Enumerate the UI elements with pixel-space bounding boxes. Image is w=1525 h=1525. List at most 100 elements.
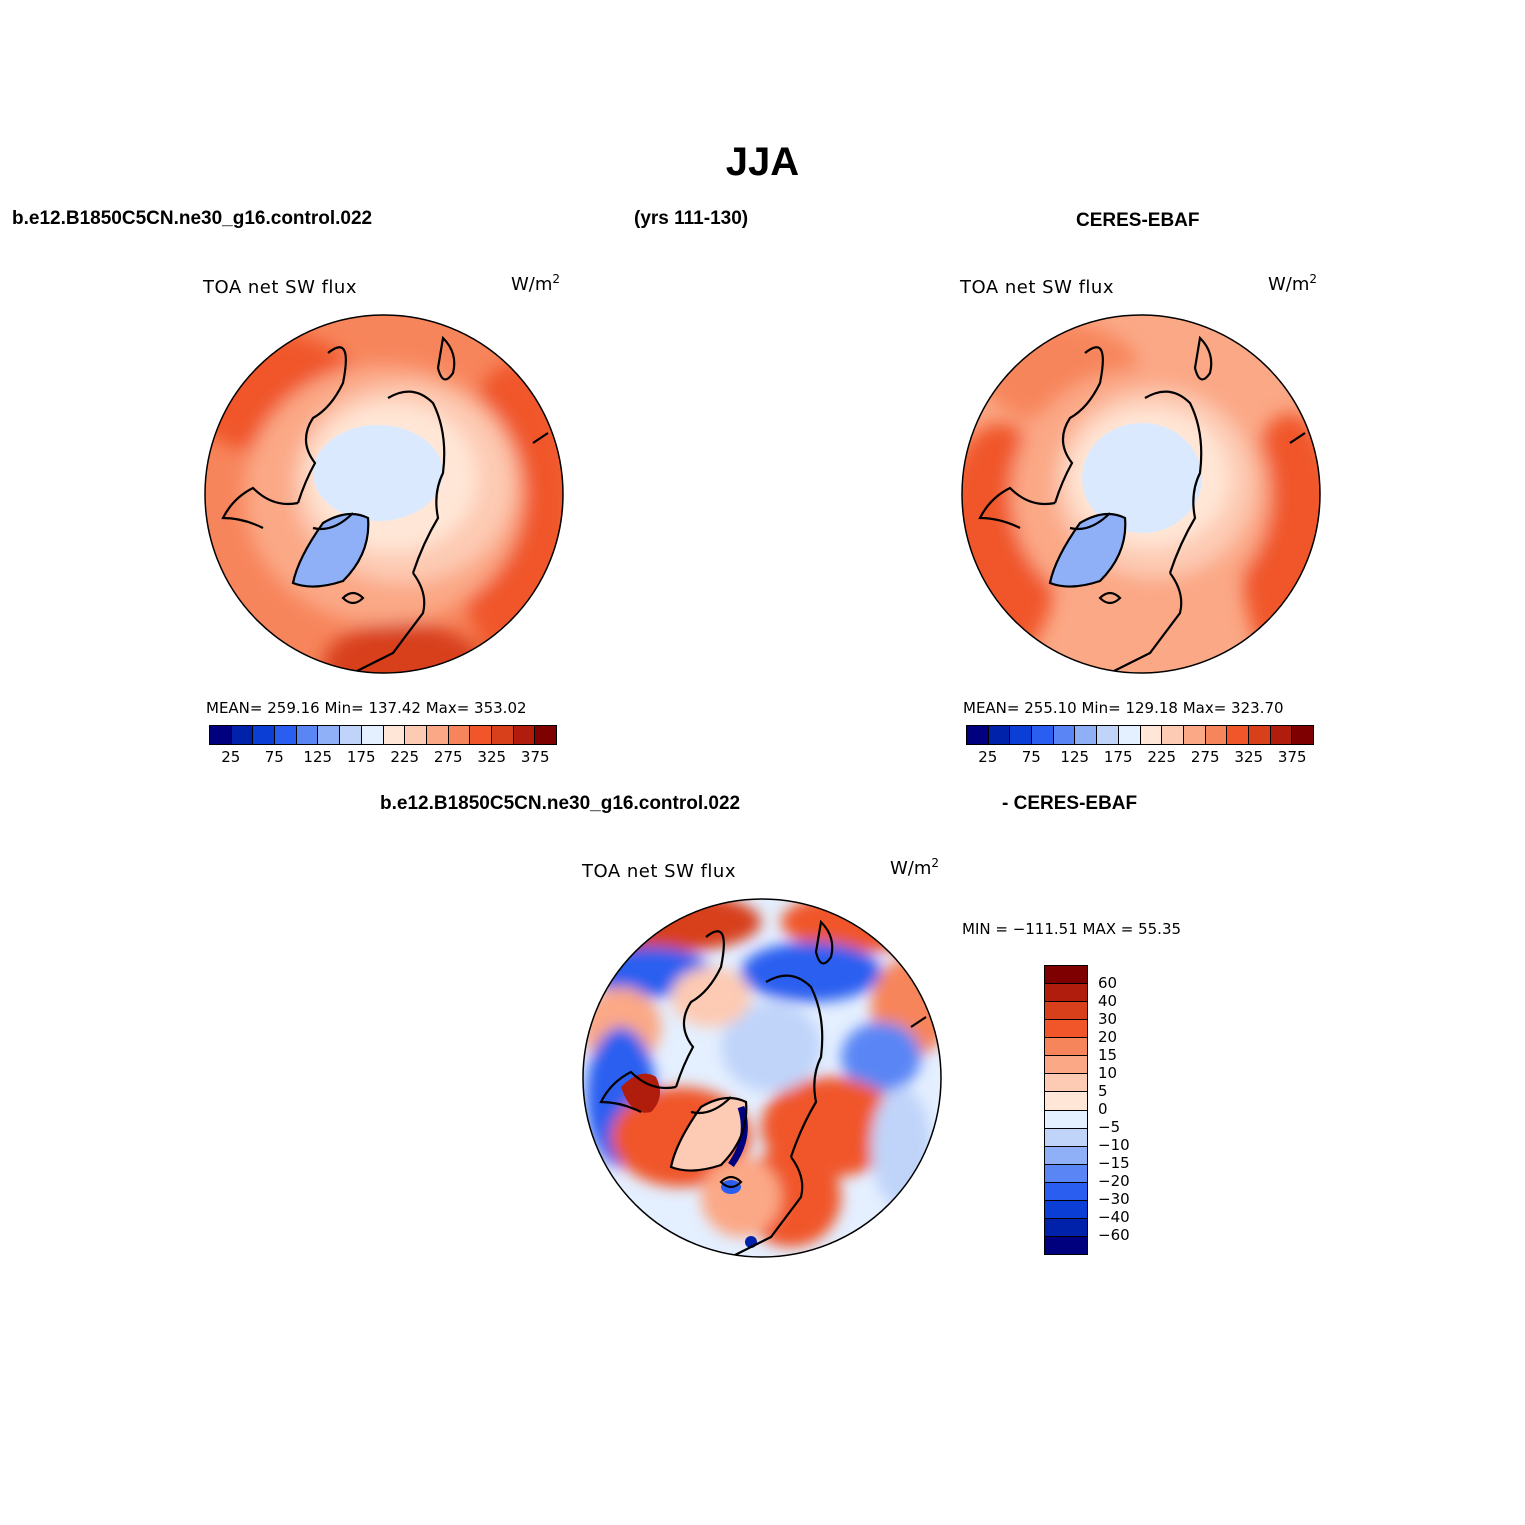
- diff-colorbar-swatch: [1045, 1128, 1087, 1147]
- model-colorbar-swatch: [535, 726, 556, 744]
- diff-colorbar-tick: −15: [1098, 1154, 1130, 1172]
- model-variable-label: TOA net SW flux: [203, 277, 357, 298]
- model-colorbar-swatch: [405, 726, 427, 744]
- diff-colorbar-tick: 30: [1098, 1010, 1118, 1028]
- diff-polar-map: [582, 898, 942, 1258]
- model-colorbar-swatch: [361, 726, 384, 744]
- model-colorbar-tick: 325: [477, 748, 507, 766]
- model-colorbar-tick: 275: [433, 748, 463, 766]
- diff-units-label: W/m2: [890, 856, 940, 879]
- model-colorbar-swatch: [210, 726, 232, 744]
- diff-colorbar-swatch: [1045, 1236, 1087, 1254]
- model-colorbar-tick: 225: [390, 748, 420, 766]
- diff-colorbar-swatch: [1045, 984, 1087, 1003]
- diff-colorbar-tick: −20: [1098, 1172, 1130, 1190]
- obs-colorbar-swatch: [1227, 726, 1249, 744]
- diff-stats: MIN = −111.51 MAX = 55.35: [962, 920, 1182, 938]
- diff-colorbar-swatch: [1045, 1092, 1087, 1111]
- obs-colorbar-swatch: [1053, 726, 1076, 744]
- model-units-label: W/m2: [511, 272, 561, 295]
- diff-colorbar-swatch: [1045, 1164, 1087, 1183]
- diff-colorbar-swatch: [1045, 1074, 1087, 1093]
- diff-colorbar-swatch: [1045, 1218, 1087, 1237]
- diff-colorbar-tick: 10: [1098, 1064, 1118, 1082]
- diff-colorbar-tick: 40: [1098, 992, 1118, 1010]
- diff-colorbar-swatch: [1045, 966, 1087, 985]
- obs-colorbar-swatch: [1183, 726, 1206, 744]
- model-colorbar-swatch: [470, 726, 492, 744]
- diff-colorbar-tick: 60: [1098, 974, 1118, 992]
- diff-colorbar-tick: −40: [1098, 1208, 1130, 1226]
- model-colorbar-tick: 75: [264, 748, 284, 766]
- obs-colorbar-swatch: [1032, 726, 1054, 744]
- obs-colorbar-swatch: [1140, 726, 1163, 744]
- model-colorbar-swatch: [448, 726, 471, 744]
- obs-colorbar-tick: 75: [1021, 748, 1041, 766]
- diff-colorbar-tick: 0: [1098, 1100, 1108, 1118]
- diff-colorbar-swatch: [1045, 1002, 1087, 1021]
- diff-colorbar-tick: −30: [1098, 1190, 1130, 1208]
- model-colorbar-tick: 175: [346, 748, 376, 766]
- diff-colorbar-swatch: [1045, 1182, 1087, 1201]
- diff-colorbar-tick: 20: [1098, 1028, 1118, 1046]
- model-colorbar-swatch: [340, 726, 362, 744]
- diff-variable-label: TOA net SW flux: [582, 861, 736, 882]
- diff-colorbar-swatch: [1045, 1200, 1087, 1219]
- model-colorbar-swatch: [231, 726, 254, 744]
- model-colorbar-swatch: [318, 726, 341, 744]
- obs-colorbar-tick: 175: [1103, 748, 1133, 766]
- diff-colorbar-swatch: [1045, 1056, 1087, 1075]
- obs-colorbar-swatch: [1097, 726, 1119, 744]
- diff-colorbar-ticks: 60 40 30 20 15 10 5 0 −5 −10 −15 −20 −30 −40 −60: [1098, 965, 1158, 1255]
- obs-colorbar-tick: 325: [1234, 748, 1264, 766]
- obs-colorbar-swatch: [988, 726, 1011, 744]
- diff-colorbar-tick: −10: [1098, 1136, 1130, 1154]
- model-stats: MEAN= 259.16 Min= 137.42 Max= 353.02: [206, 699, 527, 717]
- diff-colorbar: [1044, 965, 1088, 1255]
- obs-polar-map: [961, 314, 1321, 674]
- model-colorbar-swatch: [383, 726, 406, 744]
- model-colorbar-swatch: [426, 726, 449, 744]
- model-colorbar-tick: 375: [520, 748, 550, 766]
- diff-colorbar-tick: 5: [1098, 1082, 1108, 1100]
- obs-colorbar-tick: 225: [1147, 748, 1177, 766]
- obs-units-label: W/m2: [1268, 272, 1318, 295]
- case-name-header: b.e12.B1850C5CN.ne30_g16.control.022: [12, 208, 373, 229]
- obs-colorbar: [966, 725, 1314, 745]
- obs-colorbar-swatch: [1118, 726, 1141, 744]
- model-colorbar: [209, 725, 557, 745]
- model-colorbar-swatch: [296, 726, 319, 744]
- obs-name-header: CERES-EBAF: [1076, 210, 1200, 231]
- model-colorbar-tick: 125: [303, 748, 333, 766]
- diff-colorbar-swatch: [1045, 1110, 1087, 1129]
- obs-colorbar-tick: 375: [1277, 748, 1307, 766]
- obs-variable-label: TOA net SW flux: [960, 277, 1114, 298]
- diff-colorbar-swatch: [1045, 1146, 1087, 1165]
- diff-colorbar-tick: −5: [1098, 1118, 1121, 1136]
- model-colorbar-swatch: [253, 726, 276, 744]
- diff-colorbar-swatch: [1045, 1038, 1087, 1057]
- model-colorbar-swatch: [491, 726, 514, 744]
- plot-title: JJA: [725, 140, 800, 184]
- obs-colorbar-swatch: [1205, 726, 1228, 744]
- model-colorbar-tick: 25: [221, 748, 241, 766]
- obs-colorbar-tick: 125: [1060, 748, 1090, 766]
- obs-stats: MEAN= 255.10 Min= 129.18 Max= 323.70: [963, 699, 1284, 717]
- model-colorbar-ticks: 25 75 125 175 225 275 325 375: [209, 748, 557, 768]
- obs-colorbar-swatch: [1270, 726, 1293, 744]
- diff-obs-header: - CERES-EBAF: [1002, 793, 1138, 814]
- obs-colorbar-swatch: [1162, 726, 1184, 744]
- model-colorbar-swatch: [513, 726, 536, 744]
- diff-colorbar-tick: 15: [1098, 1046, 1118, 1064]
- model-colorbar-swatch: [275, 726, 297, 744]
- obs-colorbar-swatch: [1010, 726, 1033, 744]
- obs-colorbar-swatch: [1075, 726, 1098, 744]
- obs-colorbar-swatch: [1292, 726, 1313, 744]
- diff-colorbar-swatch: [1045, 1020, 1087, 1039]
- obs-colorbar-tick: 275: [1190, 748, 1220, 766]
- obs-colorbar-tick: 25: [978, 748, 998, 766]
- diff-case-header: b.e12.B1850C5CN.ne30_g16.control.022: [380, 793, 741, 814]
- model-polar-map: [204, 314, 564, 674]
- years-header: (yrs 111-130): [634, 208, 749, 229]
- obs-colorbar-ticks: 25 75 125 175 225 275 325 375: [966, 748, 1314, 768]
